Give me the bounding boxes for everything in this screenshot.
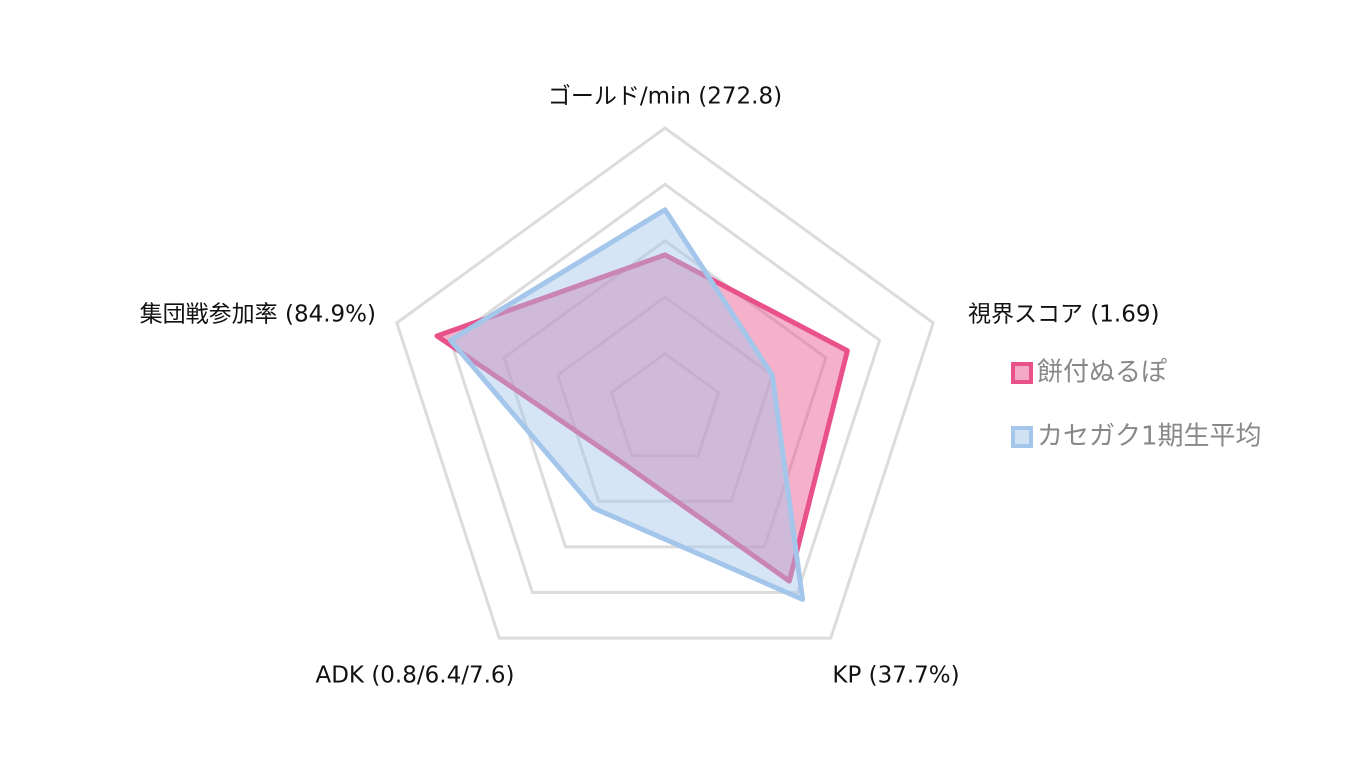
axis-label: ADK (0.8/6.4/7.6) [315,663,514,689]
axis-label: 集団戦参加率 (84.9%) [140,302,376,328]
series-area [447,207,806,602]
axis-label: KP (37.7%) [832,663,959,689]
legend-label: 餅付ぬるぽ [1037,358,1167,388]
grid-ring [609,351,721,458]
grid-ring [502,238,828,549]
legend-swatch [1011,426,1033,448]
grid-ring [555,295,775,503]
grid-ring [395,126,935,640]
legend-swatch [1011,362,1033,384]
axis-label: 視界スコア (1.69) [968,302,1159,328]
axis-label: ゴールド/min (272.8) [548,84,782,110]
legend-label: カセガク1期生平均 [1037,422,1262,452]
grid-ring [448,182,882,595]
